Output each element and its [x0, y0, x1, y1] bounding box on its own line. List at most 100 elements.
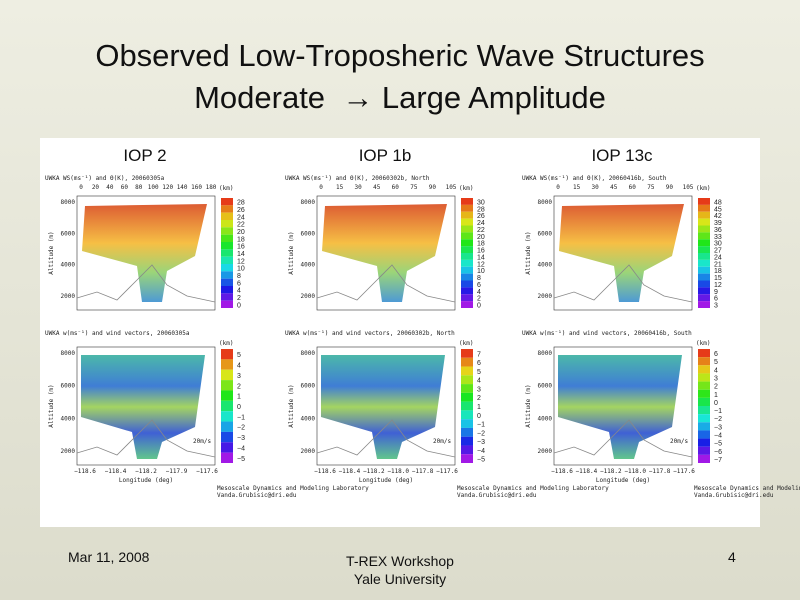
colorbar-label: 15: [714, 275, 722, 282]
km-unit: (km): [696, 185, 710, 192]
longitude-axis-label: Longitude (deg): [359, 477, 413, 484]
colorbar-label: 0: [237, 404, 241, 411]
colorbar-swatch: [698, 430, 710, 439]
terrain: [76, 264, 216, 303]
colorbar-swatch: [698, 294, 710, 302]
colorbar-label: 6: [237, 280, 241, 287]
colorbar-swatch: [461, 445, 473, 455]
altitude-tick-label: 4000: [301, 415, 316, 422]
colorbar-label: 21: [714, 261, 722, 268]
colorbar-swatch: [221, 293, 233, 301]
footer-date: Mar 11, 2008: [68, 549, 150, 565]
colorbar-label: 12: [477, 261, 485, 268]
colorbar-label: 28: [477, 206, 485, 213]
km-unit: (km): [219, 185, 233, 192]
km-tick-label: 75: [647, 184, 655, 191]
km-tick-label: 60: [121, 184, 129, 191]
colorbar-label: 9: [714, 289, 718, 296]
colorbar-label: −1: [477, 422, 485, 429]
colorbar-label: 18: [237, 236, 245, 243]
colorbar-swatch: [221, 411, 233, 422]
km-tick-label: 0: [319, 184, 323, 191]
longitude-tick-label: −117.8: [649, 468, 671, 475]
altitude-tick-label: 8000: [61, 199, 76, 206]
km-tick-label: 30: [592, 184, 600, 191]
altitude-tick-label: 6000: [61, 230, 76, 237]
colorbar-swatch: [461, 357, 473, 367]
colorbar-label: 6: [477, 360, 481, 367]
colorbar-label: 14: [477, 254, 485, 261]
km-tick-label: 15: [573, 184, 581, 191]
colorbar-label: −7: [714, 457, 722, 464]
panel-label: IOP 2: [123, 146, 166, 165]
colorbar-label: 1: [477, 404, 481, 411]
colorbar-swatch: [221, 390, 233, 401]
colorbar-label: 1: [237, 394, 241, 401]
altitude-tick-label: 4000: [61, 262, 76, 269]
longitude-tick-label: −118.6: [314, 468, 336, 475]
colorbar-label: 8: [237, 273, 241, 280]
terrain: [316, 264, 456, 303]
colorbar-swatch: [698, 246, 710, 253]
longitude-axis-label: Longitude (deg): [119, 477, 173, 484]
page-number: 4: [728, 549, 736, 565]
colorbar-swatch: [698, 273, 710, 281]
colorbar-label: 26: [237, 207, 245, 214]
altitude-axis-label: Altitude (m): [48, 231, 55, 274]
credit: Vanda.Grubisic@dri.edu: [694, 492, 774, 499]
colorbar-swatch: [698, 373, 710, 382]
colorbar-swatch: [221, 264, 233, 272]
credit: Mesoscale Dynamics and Modeling Laborato…: [217, 485, 369, 492]
altitude-tick-label: 8000: [301, 350, 316, 357]
altitude-tick-label: 6000: [301, 383, 316, 390]
credit: Vanda.Grubisic@dri.edu: [457, 492, 537, 499]
colorbar-label: 4: [237, 363, 241, 370]
w-field: [81, 355, 205, 459]
colorbar-label: 2: [237, 295, 241, 302]
altitude-tick-label: 6000: [301, 230, 316, 237]
colorbar-label: −6: [714, 449, 722, 456]
km-tick-label: 140: [177, 184, 188, 191]
altitude-tick-label: 2000: [301, 448, 316, 455]
colorbar-swatch: [221, 271, 233, 279]
wind-field: [559, 204, 684, 302]
colorbar-swatch: [698, 239, 710, 247]
colorbar-swatch: [221, 234, 233, 242]
panel-label: IOP 1b: [359, 146, 412, 165]
colorbar-label: 3: [714, 376, 718, 383]
vector-scale: 20m/s: [433, 438, 451, 445]
km-tick-label: 180: [206, 184, 217, 191]
colorbar-swatch: [461, 401, 473, 411]
altitude-tick-label: 6000: [538, 230, 553, 237]
altitude-tick-label: 2000: [61, 448, 76, 455]
colorbar-swatch: [461, 232, 473, 240]
colorbar-swatch: [221, 205, 233, 213]
longitude-tick-label: −117.6: [436, 468, 458, 475]
colorbar-swatch: [698, 397, 710, 406]
colorbar-label: 24: [477, 220, 485, 227]
colorbar-label: 20: [477, 234, 485, 241]
altitude-tick-label: 2000: [301, 293, 316, 300]
plot-title: UWKA w(ms⁻¹) and wind vectors, 20060416b…: [522, 330, 692, 337]
plot-title: UWKA WS(ms⁻¹) and Θ(K), 20060416b, South: [522, 175, 667, 182]
w-field: [558, 355, 682, 459]
colorbar-swatch: [461, 427, 473, 437]
longitude-tick-label: −117.9: [166, 468, 188, 475]
colorbar-swatch: [221, 198, 233, 206]
vector-scale: 20m/s: [193, 438, 211, 445]
colorbar-label: 4: [477, 378, 481, 385]
altitude-tick-label: 6000: [61, 383, 76, 390]
altitude-tick-label: 8000: [61, 350, 76, 357]
colorbar-swatch: [221, 227, 233, 235]
colorbar-label: 6: [477, 282, 481, 289]
colorbar-label: 16: [237, 244, 245, 251]
colorbar-swatch: [461, 366, 473, 376]
colorbar-label: −3: [714, 424, 722, 431]
w-field: [321, 355, 445, 459]
colorbar-swatch: [698, 211, 710, 219]
colorbar-swatch: [698, 280, 710, 288]
colorbar-swatch: [461, 198, 473, 205]
wind-field: [82, 204, 207, 302]
colorbar-label: −1: [714, 408, 722, 415]
